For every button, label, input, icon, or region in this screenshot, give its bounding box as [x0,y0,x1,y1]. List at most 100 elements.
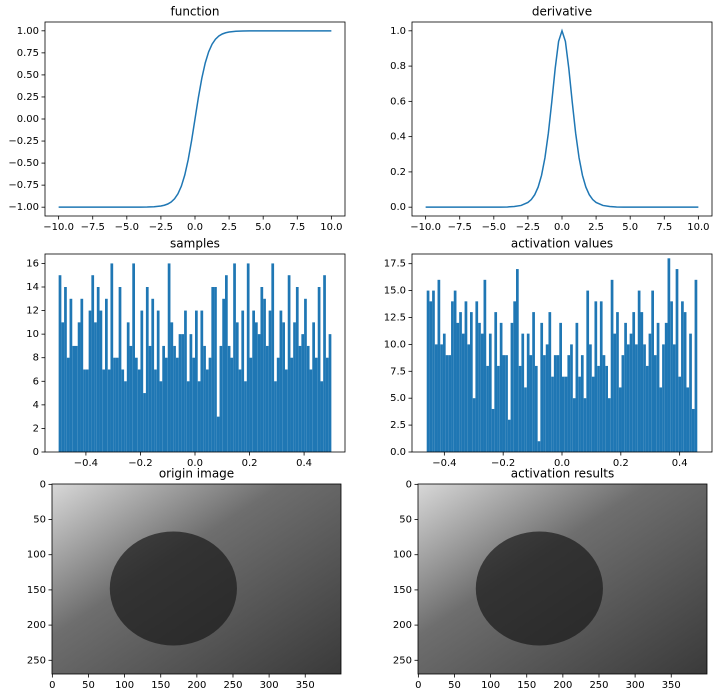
bar [129,345,133,452]
bar [516,269,519,452]
y-tick-label: 6 [33,376,39,387]
subplot: 0 50 100 150 200 250 300 350 0 50 100 150 200 250 acti… [393,467,708,691]
bar [626,344,630,452]
y-tick-label: 0.2 [390,167,406,178]
bar [274,381,277,452]
bar [432,290,435,452]
bar [580,355,584,452]
bar [659,387,663,452]
x-tick-label: −10.0 [410,222,441,233]
bar [265,345,269,452]
bar [85,369,89,452]
bar [99,310,103,452]
y-tick-label: 5.0 [390,393,406,404]
bar [440,344,443,452]
bar [252,310,255,452]
bar [591,376,595,452]
bar [249,357,253,452]
bar [148,345,152,452]
bar [605,365,608,452]
bar [613,333,617,452]
x-tick-label: −0.4 [432,458,456,469]
bar [227,345,231,452]
y-tick-label: 0.25 [17,92,39,103]
bar [534,365,538,452]
image-subject [475,531,603,646]
bar [456,322,460,452]
bar [126,322,130,452]
bar [672,344,676,452]
y-tick-label: 0.6 [390,96,406,107]
y-tick-label: 2 [33,423,39,434]
bar [219,345,223,452]
bar [113,357,116,452]
bar [578,376,581,452]
bar [551,376,554,452]
bar [306,345,310,452]
bar [488,333,492,452]
axes-frame [411,21,713,217]
x-tick-label: −7.5 [448,222,472,233]
x-tick-label: 250 [589,680,608,691]
bar [437,279,441,452]
bar [105,298,108,452]
line [58,30,332,208]
bar [271,263,275,452]
bar [502,355,506,452]
bar [110,263,114,452]
bar [159,381,163,452]
bar [276,357,280,452]
x-tick-label: 0.2 [613,458,629,469]
bar [572,398,576,452]
bar [513,301,516,452]
x-tick-label: 0 [415,680,421,691]
bar [173,345,176,452]
x-tick-label: 7.5 [289,222,305,233]
line [425,28,699,208]
x-tick-label: 350 [296,680,315,691]
bar [91,275,95,452]
bar [135,357,138,452]
bar [154,369,157,452]
x-tick-label: −2.5 [149,222,173,233]
bar [442,333,446,452]
bar [602,355,606,452]
bar [192,357,195,452]
x-tick-label: 0.0 [554,222,570,233]
bar [497,365,500,452]
bar [562,376,565,452]
bar [567,355,571,452]
x-tick-label: 150 [151,680,170,691]
bar [616,312,619,452]
y-tick-label: 200 [393,620,412,631]
y-tick-label: 0 [40,479,46,490]
y-tick-label: 17.5 [384,259,406,270]
y-tick-label: 14 [26,282,39,293]
bar [662,344,665,452]
bar [621,355,625,452]
y-tick-label: 0.0 [390,202,406,213]
x-tick-label: 0 [49,680,55,691]
bar [624,322,627,452]
bar [683,312,687,452]
bar [553,355,557,452]
bar [586,290,590,452]
x-tick-label: −10.0 [43,222,74,233]
bar [58,275,62,452]
bar [675,269,679,452]
bar [475,301,479,452]
bar [83,369,86,452]
subplot: −10.0 −7.5 −5.0 −2.5 0.0 2.5 5.0 7.5 10.0 0.0 0.2 0… [390,5,713,233]
bar [287,275,291,452]
x-tick-label: 150 [517,680,536,691]
bar [230,357,234,452]
y-tick-label: 150 [27,585,46,596]
subplot: 0 50 100 150 200 250 300 350 0 50 100 150 200 250 orig… [27,467,342,691]
bar [328,334,332,452]
y-tick-label: 8 [33,353,39,364]
bar [268,310,272,452]
x-tick-label: 200 [553,680,572,691]
bar [434,344,438,452]
bar [246,263,250,452]
